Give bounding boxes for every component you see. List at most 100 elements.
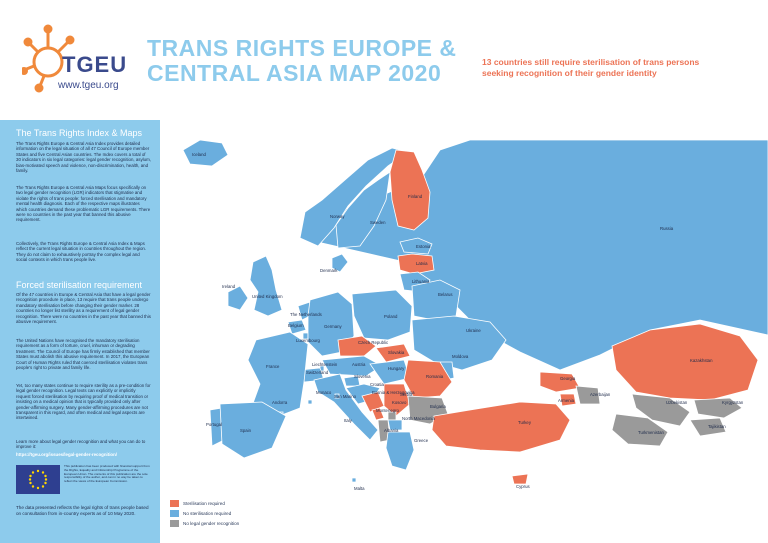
country-label-georgia: Georgia	[560, 376, 576, 381]
title-line-2: CENTRAL ASIA MAP 2020	[147, 60, 442, 86]
country-label-italy: Italy	[344, 418, 353, 423]
country-label-albania: Albania	[384, 428, 399, 433]
country-france	[247, 331, 309, 419]
country-label-cyprus: Cyprus	[516, 484, 530, 489]
country-label-azerbaijan: Azerbaijan	[590, 392, 611, 397]
country-label-netherlands: The Netherlands	[290, 312, 322, 317]
country-label-finland: Finland	[408, 194, 423, 199]
country-label-poland: Poland	[384, 314, 398, 319]
legend-swatch-no-sterilisation	[170, 510, 179, 517]
country-label-bulgaria: Bulgaria	[430, 404, 446, 409]
country-label-croatia: Croatia	[370, 382, 384, 387]
country-label-kyrgyzstan: Kyrgyzstan	[722, 400, 744, 405]
country-iceland	[182, 139, 229, 167]
country-montenegro	[371, 407, 385, 421]
country-ukraine	[411, 315, 507, 371]
sidebar-paragraph-4: Of the 47 countries in Europe & Central …	[16, 292, 151, 325]
country-label-turkmenistan: Turkmenistan	[638, 430, 664, 435]
lgr-link[interactable]: https://tgeu.org/issues/legal-gender-rec…	[16, 452, 117, 457]
legend-label-no-sterilisation: No sterilisation required	[183, 511, 232, 516]
sidebar-paragraph-7: Learn more about legal gender recognitio…	[16, 439, 146, 450]
tgeu-logo-icon	[22, 24, 75, 93]
country-poland	[351, 289, 413, 341]
country-label-serbia: Serbia	[400, 392, 413, 397]
country-label-austria: Austria	[352, 362, 366, 367]
country-cyprus	[511, 473, 529, 485]
country-turkmenistan	[611, 413, 669, 447]
country-czech	[337, 335, 377, 357]
country-label-iceland: Iceland	[192, 152, 206, 157]
page-title: TRANS RIGHTS EUROPE & CENTRAL ASIA MAP 2…	[147, 36, 457, 86]
europe-central-asia-map: Iceland Norway Sweden Finland Estonia Latvia L…	[160, 120, 768, 543]
eu-flag-icon	[16, 465, 60, 494]
legend-swatch-no-lgr	[170, 520, 179, 527]
country-denmark	[331, 253, 349, 273]
country-turkey	[431, 401, 571, 453]
country-label-slovakia: Slovakia	[388, 350, 405, 355]
country-label-uzbekistan: Uzbekistan	[666, 400, 688, 405]
country-label-switzerland: Switzerland	[306, 370, 329, 375]
country-label-ireland: Ireland	[222, 284, 236, 289]
site-url[interactable]: www.tgeu.org	[58, 80, 119, 91]
country-ireland	[227, 285, 249, 311]
sidebar-paragraph-5: The United Nations have recognised the m…	[16, 338, 150, 371]
sidebar-paragraph-3: Collectively, the Trans Rights Europe & …	[16, 241, 147, 263]
country-latvia	[397, 253, 435, 275]
legend-swatch-sterilisation	[170, 500, 179, 507]
country-monaco	[307, 399, 313, 405]
sidebar-heading-sterilisation: Forced sterilisation requirement	[16, 280, 143, 290]
page-subtitle: 13 countries still require sterilisation…	[482, 57, 700, 78]
country-label-lithuania: Lithuania	[412, 279, 430, 284]
data-date-note: The data presented reflects the legal ri…	[16, 505, 149, 516]
country-kyrgyzstan	[693, 397, 743, 419]
country-label-moldova: Moldova	[452, 354, 469, 359]
country-label-latvia: Latvia	[416, 261, 428, 266]
country-label-spain: Spain	[240, 428, 252, 433]
country-label-malta: Malta	[354, 486, 365, 491]
country-uk	[249, 255, 283, 317]
country-azerbaijan	[575, 385, 601, 405]
country-label-estonia: Estonia	[416, 244, 431, 249]
country-kazakhstan	[611, 323, 759, 401]
country-label-uk: United Kingdom	[252, 294, 283, 299]
country-label-liechtenstein: Liechtenstein	[312, 362, 338, 367]
country-label-luxembourg: Luxembourg	[296, 338, 320, 343]
country-label-armenia: Armenia	[558, 398, 575, 403]
country-romania	[403, 359, 453, 399]
country-tajikistan	[689, 417, 727, 437]
country-label-tajikistan: Tajikistan	[708, 424, 726, 429]
country-finland	[389, 149, 431, 231]
country-san-marino	[334, 393, 340, 399]
country-label-greece: Greece	[414, 438, 429, 443]
country-italy	[313, 373, 379, 441]
country-label-denmark: Denmark	[320, 268, 338, 273]
sidebar-paragraph-6: Yet, too many states continue to require…	[16, 383, 151, 421]
country-belarus	[411, 279, 461, 321]
country-label-bosnia: Bosnia & Herzegovina	[372, 390, 415, 395]
sidebar-paragraph-1: The Trans Rights Europe & Central Asia I…	[16, 141, 151, 174]
eu-disclaimer: This publication has been produced with …	[64, 464, 150, 484]
country-label-kazakhstan: Kazakhstan	[690, 358, 713, 363]
country-label-france: France	[266, 364, 280, 369]
country-sweden	[335, 171, 391, 249]
country-label-hungary: Hungary	[388, 366, 405, 371]
country-label-czech: Czech Republic	[358, 340, 389, 345]
country-label-norway: Norway	[330, 214, 345, 219]
country-north-macedonia	[387, 419, 403, 431]
country-greece	[385, 431, 415, 471]
country-estonia	[399, 237, 433, 255]
legend-label-sterilisation: Sterilisation required	[183, 501, 225, 506]
country-label-san-marino: San Marino	[334, 394, 357, 399]
country-uzbekistan	[631, 393, 691, 427]
logo-text: TGEU	[62, 52, 128, 77]
country-label-sweden: Sweden	[370, 220, 386, 225]
country-label-north-macedonia: North Macedonia	[402, 416, 435, 421]
sidebar-heading-index: The Trans Rights Index & Maps	[16, 128, 143, 138]
country-label-belarus: Belarus	[438, 292, 453, 297]
country-kosovo	[387, 411, 397, 421]
country-label-portugal: Portugal	[206, 422, 222, 427]
country-label-andorra: Andorra	[272, 400, 288, 405]
country-label-russia: Russia	[660, 226, 674, 231]
country-label-germany: Germany	[324, 324, 343, 329]
country-label-turkey: Turkey	[518, 420, 532, 425]
